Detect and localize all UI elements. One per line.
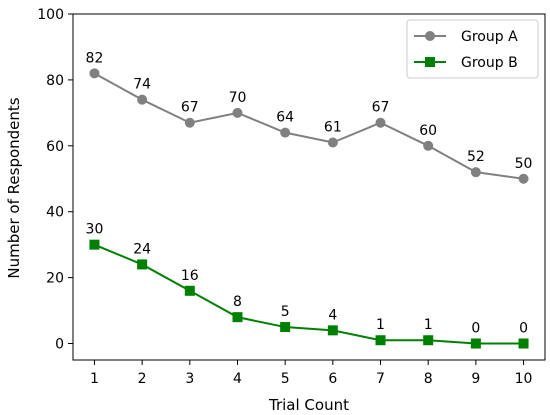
legend-label-group-a: Group A bbox=[461, 29, 518, 45]
x-tick-label: 10 bbox=[515, 371, 533, 387]
legend-frame bbox=[406, 19, 539, 79]
data-label-group-a: 61 bbox=[324, 120, 342, 136]
x-tick-label: 3 bbox=[185, 371, 194, 387]
series-layer bbox=[89, 68, 529, 349]
data-label-group-b: 5 bbox=[281, 304, 290, 320]
data-point-group-a bbox=[518, 173, 529, 184]
data-point-group-b bbox=[184, 285, 195, 296]
legend: Group A Group B bbox=[406, 19, 539, 79]
legend-marker-group-a bbox=[425, 31, 435, 41]
data-label-group-a: 60 bbox=[419, 123, 437, 139]
legend-marker-group-b bbox=[425, 57, 435, 67]
data-point-group-b bbox=[232, 312, 243, 323]
y-axis-title: Number of Respondents bbox=[5, 97, 23, 278]
x-tick-label: 9 bbox=[471, 371, 480, 387]
data-point-group-a bbox=[137, 94, 148, 105]
data-label-group-a: 70 bbox=[229, 90, 247, 106]
x-tick-label: 4 bbox=[233, 371, 242, 387]
y-tick-label: 60 bbox=[46, 139, 64, 155]
y-tick-label: 0 bbox=[55, 337, 64, 353]
data-label-group-b: 24 bbox=[133, 241, 151, 257]
data-label-group-a: 64 bbox=[276, 110, 294, 126]
data-label-group-b: 16 bbox=[181, 268, 199, 284]
data-label-group-b: 1 bbox=[376, 317, 385, 333]
x-tick-label: 5 bbox=[281, 371, 290, 387]
y-tick-label: 20 bbox=[46, 271, 64, 287]
data-label-group-b: 0 bbox=[471, 321, 480, 337]
data-point-group-a bbox=[327, 137, 338, 148]
data-point-group-b bbox=[327, 325, 338, 336]
series-line-group-a bbox=[93, 72, 524, 180]
x-tick-label: 7 bbox=[376, 371, 385, 387]
x-tick-label: 1 bbox=[90, 371, 99, 387]
data-point-group-b bbox=[89, 239, 100, 250]
data-label-group-a: 67 bbox=[181, 100, 199, 116]
x-tick-label: 2 bbox=[138, 371, 147, 387]
data-point-group-b bbox=[423, 335, 434, 346]
data-label-layer: 82 74 67 70 64 61 67 60 52 50 30 24 16 8 5 4 1 1 0 0 bbox=[86, 50, 533, 336]
y-tick-label: 40 bbox=[46, 205, 64, 221]
series-line-group-b bbox=[94, 243, 524, 345]
data-point-group-a bbox=[375, 117, 386, 128]
data-label-group-b: 4 bbox=[328, 307, 337, 323]
data-point-group-a bbox=[423, 140, 434, 151]
data-point-group-a bbox=[470, 167, 481, 178]
y-tick-label: 80 bbox=[46, 73, 64, 89]
plot-area-frame bbox=[72, 13, 546, 361]
x-axis-title: Trial Count bbox=[268, 396, 349, 414]
data-label-group-a: 74 bbox=[133, 77, 151, 93]
x-tick-label: 8 bbox=[424, 371, 433, 387]
data-label-group-b: 30 bbox=[86, 222, 104, 238]
data-point-group-a bbox=[232, 107, 243, 118]
data-label-group-a: 82 bbox=[86, 50, 104, 66]
data-label-group-b: 1 bbox=[424, 317, 433, 333]
data-point-group-a bbox=[89, 68, 100, 79]
data-point-group-b bbox=[280, 322, 291, 333]
data-label-group-a: 52 bbox=[467, 149, 485, 165]
data-label-group-b: 0 bbox=[519, 321, 528, 337]
data-label-group-a: 67 bbox=[372, 100, 390, 116]
data-point-group-b bbox=[518, 338, 529, 349]
data-point-group-a bbox=[280, 127, 291, 138]
y-tick-label: 100 bbox=[37, 7, 64, 23]
data-point-group-b bbox=[375, 335, 386, 346]
data-label-group-b: 8 bbox=[233, 294, 242, 310]
data-point-group-a bbox=[184, 117, 195, 128]
data-point-group-b bbox=[137, 259, 148, 270]
data-label-group-a: 50 bbox=[515, 156, 533, 172]
x-tick-label: 6 bbox=[328, 371, 337, 387]
data-point-group-b bbox=[470, 338, 481, 349]
legend-label-group-b: Group B bbox=[461, 55, 518, 71]
